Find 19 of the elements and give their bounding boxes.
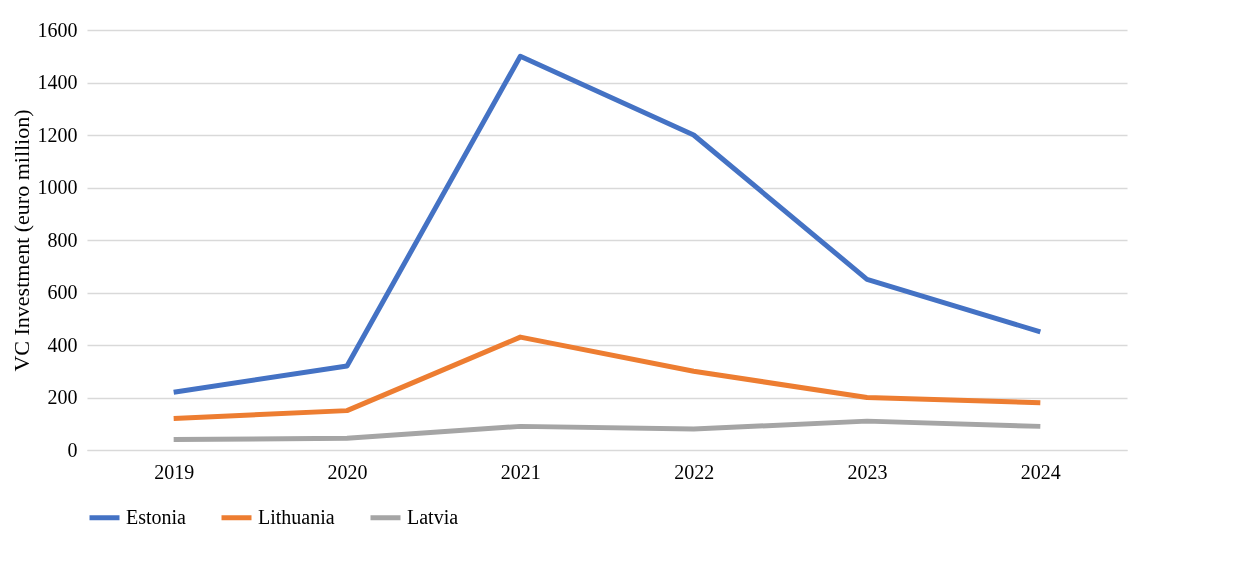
y-tick-label: 1200 bbox=[37, 123, 78, 146]
x-tick-label: 2022 bbox=[674, 460, 715, 483]
y-tick-label: 1400 bbox=[37, 71, 78, 93]
legend-label: Lithuania bbox=[258, 505, 335, 528]
y-tick-label: 0 bbox=[67, 438, 78, 461]
x-tick-label: 2019 bbox=[154, 460, 195, 483]
x-tick-label: 2020 bbox=[327, 460, 368, 483]
y-tick-label: 400 bbox=[47, 333, 78, 356]
y-tick-label: 1000 bbox=[37, 176, 78, 198]
y-tick-label: 600 bbox=[47, 281, 78, 303]
legend-label: Latvia bbox=[407, 505, 459, 528]
x-tick-label: 2021 bbox=[500, 460, 541, 483]
x-tick-label: 2024 bbox=[1020, 460, 1061, 483]
y-tick-label: 200 bbox=[47, 386, 78, 408]
legend-label: Estonia bbox=[126, 505, 187, 528]
y-axis-title: VC Investment (euro million) bbox=[8, 109, 34, 372]
x-tick-label: 2023 bbox=[847, 460, 888, 483]
y-tick-label: 800 bbox=[47, 228, 78, 251]
y-tick-label: 1600 bbox=[37, 18, 78, 41]
